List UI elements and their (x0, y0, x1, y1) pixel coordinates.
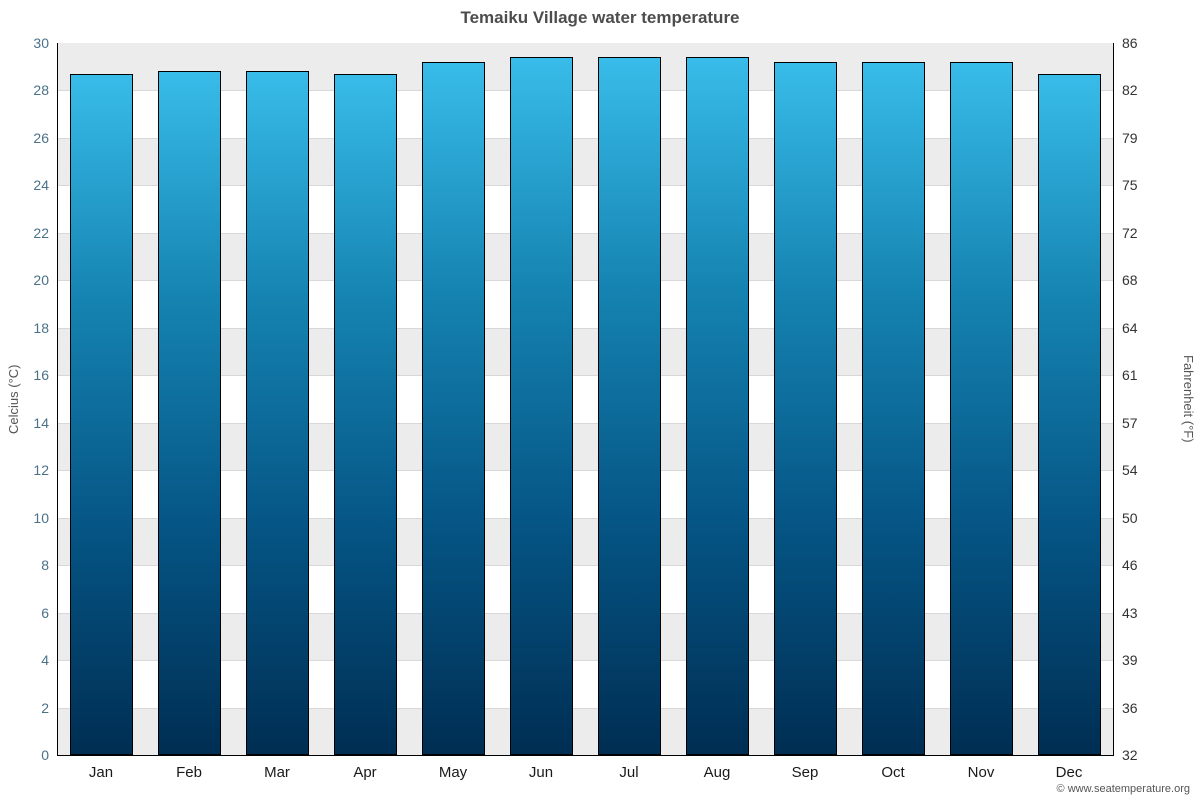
bar-apr[interactable] (333, 73, 397, 755)
gridline (57, 327, 1113, 329)
fahrenheit-tick-label: 46 (1122, 557, 1138, 574)
month-label-jan: Jan (88, 764, 114, 781)
plot-band (57, 470, 1113, 518)
fahrenheit-tick-label: 79 (1122, 129, 1138, 146)
plot-band (57, 137, 1113, 186)
bar-mar[interactable] (245, 71, 309, 755)
copyright-text: © www.seatemperature.org (1056, 783, 1190, 795)
fahrenheit-tick-label: 36 (1122, 699, 1138, 716)
celsius-tick-label: 14 (33, 414, 49, 431)
plot-band (57, 517, 1113, 566)
month-label-sep: Sep (791, 764, 819, 781)
gridline (57, 280, 1113, 282)
fahrenheit-tick-label: 54 (1122, 462, 1138, 479)
celsius-tick-label: 20 (33, 272, 49, 289)
gridline (57, 137, 1113, 139)
gridline (57, 375, 1113, 377)
bar-nov[interactable] (949, 61, 1013, 755)
gridline (57, 660, 1113, 662)
gridline (57, 422, 1113, 424)
bar-sep[interactable] (773, 61, 837, 755)
gridline (57, 185, 1113, 187)
month-label-oct: Oct (881, 764, 905, 781)
gridline (57, 707, 1113, 709)
celsius-tick-label: 22 (33, 224, 49, 241)
plot-band (57, 660, 1113, 708)
celsius-tick-label: 2 (41, 699, 49, 716)
plot-band (57, 280, 1113, 328)
fahrenheit-tick-label: 68 (1122, 272, 1138, 289)
plot-band (57, 185, 1113, 233)
celsius-tick-label: 24 (33, 177, 49, 194)
gridline (57, 232, 1113, 234)
gridline (57, 90, 1113, 92)
fahrenheit-tick-label: 43 (1122, 604, 1138, 621)
fahrenheit-tick-label: 86 (1122, 35, 1138, 51)
chart-title: Temaiku Village water temperature (460, 8, 740, 27)
month-label-aug: Aug (703, 764, 731, 781)
fahrenheit-axis-title: Fahrenheit (°F) (1181, 355, 1196, 443)
plot-band (57, 43, 1113, 91)
fahrenheit-tick-label: 75 (1122, 177, 1138, 194)
fahrenheit-axis-line (1113, 43, 1114, 755)
plot-band (57, 327, 1113, 376)
bar-jun[interactable] (509, 57, 573, 755)
celsius-tick-label: 12 (33, 462, 49, 479)
month-label-dec: Dec (1055, 764, 1083, 781)
bar-jan[interactable] (69, 73, 133, 755)
x-axis-line (57, 755, 1114, 756)
plot-band (57, 375, 1113, 423)
month-label-feb: Feb (176, 764, 202, 781)
month-label-may: May (438, 764, 468, 781)
bar-dec[interactable] (1037, 73, 1101, 755)
plot-band (57, 232, 1113, 281)
plot-band (57, 422, 1113, 471)
fahrenheit-tick-label: 64 (1122, 319, 1138, 336)
plot-band (57, 90, 1113, 138)
month-label-jun: Jun (528, 764, 554, 781)
fahrenheit-tick-label: 61 (1122, 367, 1138, 384)
celsius-tick-label: 4 (41, 652, 49, 669)
celsius-axis-title: Celcius (°C) (6, 364, 21, 434)
celsius-tick-label: 28 (33, 82, 49, 99)
bar-feb[interactable] (157, 71, 221, 755)
celsius-tick-label: 16 (33, 367, 49, 384)
month-label-mar: Mar (264, 764, 290, 781)
fahrenheit-tick-label: 50 (1122, 509, 1138, 526)
celsius-tick-label: 26 (33, 129, 49, 146)
month-label-jul: Jul (619, 764, 639, 781)
celsius-tick-label: 18 (33, 319, 49, 336)
fahrenheit-tick-label: 39 (1122, 652, 1138, 669)
gridline (57, 517, 1113, 519)
fahrenheit-tick-label: 32 (1122, 747, 1138, 763)
fahrenheit-tick-label: 82 (1122, 82, 1138, 99)
bar-may[interactable] (421, 61, 485, 755)
fahrenheit-tick-label: 72 (1122, 224, 1138, 241)
celsius-axis-line (57, 43, 58, 755)
month-label-apr: Apr (353, 764, 377, 781)
gridline (57, 612, 1113, 614)
plot-band (57, 612, 1113, 661)
celsius-tick-label: 10 (33, 509, 49, 526)
celsius-tick-label: 8 (41, 557, 49, 574)
gridline (57, 565, 1113, 567)
gridline (57, 470, 1113, 472)
month-label-nov: Nov (967, 764, 995, 781)
fahrenheit-tick-label: 57 (1122, 414, 1138, 431)
bar-oct[interactable] (861, 61, 925, 755)
bar-aug[interactable] (685, 57, 749, 755)
plot-band (57, 565, 1113, 613)
bar-jul[interactable] (597, 57, 661, 755)
celsius-tick-label: 6 (41, 604, 49, 621)
plot-band (57, 707, 1113, 755)
celsius-tick-label: 0 (41, 747, 49, 763)
celsius-tick-label: 30 (33, 35, 49, 51)
